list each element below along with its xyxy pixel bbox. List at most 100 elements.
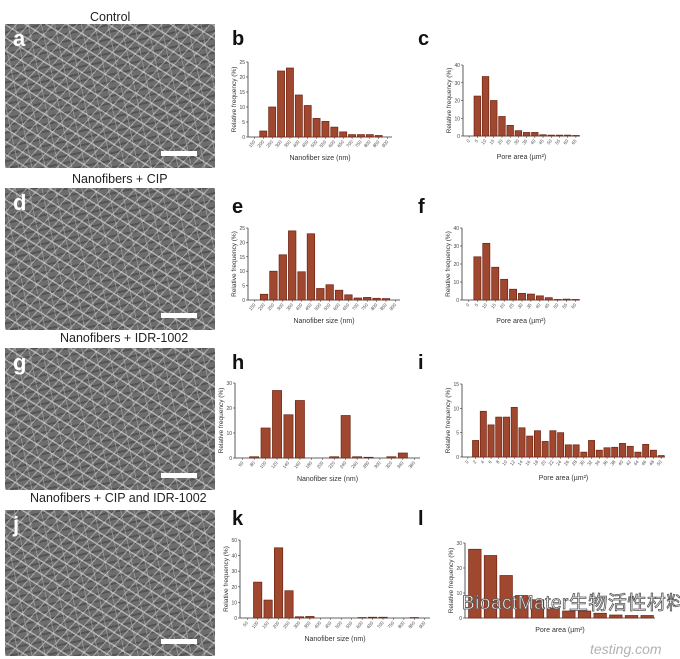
sem-image-cip-idr: j: [5, 510, 215, 656]
bar: [495, 416, 503, 458]
x-tick-label: 200: [257, 302, 266, 311]
x-tick-label: 100: [259, 460, 268, 469]
bar: [378, 616, 388, 619]
panel-letter-i: i: [418, 352, 424, 374]
bar: [316, 288, 325, 301]
y-tick-label: 30: [456, 541, 462, 547]
bar: [294, 616, 304, 619]
scale-bar: [161, 151, 197, 156]
bar: [297, 271, 306, 301]
y-axis-label: Relative frequency (%): [218, 388, 225, 454]
bar: [624, 615, 639, 619]
watermark-site: testing.com: [590, 641, 662, 657]
x-tick-label: 300: [276, 302, 285, 311]
x-tick-label: 300: [373, 460, 382, 469]
bar: [555, 134, 564, 137]
bar: [562, 298, 571, 301]
bar: [259, 293, 269, 301]
x-tick-label: 18: [532, 459, 539, 466]
x-tick-label: 850: [379, 302, 388, 311]
x-tick-label: 15: [488, 138, 495, 145]
bar: [626, 445, 634, 458]
bar: [288, 230, 297, 301]
bar: [657, 455, 665, 458]
bar: [472, 440, 480, 458]
panel-letter-c: c: [418, 28, 430, 50]
x-tick-label: 40: [617, 459, 624, 466]
panel-letter-h: h: [232, 352, 245, 374]
x-tick-label: 550: [345, 620, 354, 629]
x-tick-label: 5: [474, 138, 480, 144]
x-axis-label: Nanofiber size (nm): [293, 318, 354, 325]
x-tick-label: 150: [261, 620, 270, 629]
x-tick-label: 60: [562, 138, 569, 145]
x-tick-label: 50: [242, 620, 249, 627]
scale-bar: [161, 473, 197, 478]
y-tick-label: 20: [453, 262, 459, 268]
bar: [268, 106, 277, 138]
x-tick-label: 600: [332, 302, 341, 311]
bar: [518, 292, 526, 301]
x-tick-label: 800: [370, 302, 379, 311]
row-title-idr: Nanofibers + IDR-1002: [60, 331, 189, 345]
y-tick-label: 50: [231, 538, 237, 544]
x-tick-label: 20: [497, 138, 504, 145]
x-tick-label: 650: [366, 620, 375, 629]
x-tick-label: 220: [327, 460, 336, 469]
y-tick-label: 10: [231, 600, 237, 606]
bar: [553, 299, 562, 301]
y-tick-label: 10: [454, 116, 460, 122]
panel-letter-b: b: [232, 28, 245, 50]
y-tick-label: 0: [457, 134, 460, 140]
y-tick-label: 30: [231, 569, 237, 575]
bar: [473, 95, 481, 137]
bar: [303, 105, 312, 138]
y-tick-label: 5: [242, 120, 245, 126]
panel-letter: j: [13, 512, 20, 537]
bar: [277, 70, 285, 138]
x-tick-label: 180: [304, 460, 313, 469]
x-tick-label: 0: [465, 138, 471, 144]
x-tick-label: 120: [270, 460, 279, 469]
x-tick-label: 40: [535, 302, 542, 309]
x-tick-label: 750: [360, 302, 369, 311]
bar: [544, 297, 553, 301]
x-tick-label: 280: [362, 460, 371, 469]
bar: [286, 67, 294, 138]
row-title-cip: Nanofibers + CIP: [72, 172, 168, 186]
x-tick-label: 100: [251, 620, 260, 629]
x-tick-label: 46: [640, 459, 647, 466]
bar: [510, 407, 518, 458]
y-tick-label: 40: [231, 554, 237, 560]
y-axis-label: Relative frequency (%): [223, 546, 230, 612]
bar: [527, 293, 535, 301]
y-axis-label: Relative frequency (%): [448, 548, 455, 614]
x-tick-label: 2: [472, 459, 478, 465]
sem-image-control: a: [5, 24, 215, 168]
bar: [531, 132, 539, 137]
bar: [365, 134, 374, 138]
bar: [634, 451, 642, 458]
x-tick-label: 150: [248, 139, 257, 148]
bar: [340, 415, 351, 459]
bar: [595, 449, 603, 458]
bar: [363, 297, 372, 301]
x-tick-label: 600: [355, 620, 364, 629]
bar: [353, 297, 362, 301]
y-tick-label: 0: [229, 456, 232, 462]
x-tick-label: 650: [336, 139, 345, 148]
bar: [386, 456, 397, 459]
x-tick-label: 200: [316, 460, 325, 469]
x-tick-label: 150: [248, 302, 257, 311]
panel-letter: a: [13, 26, 26, 51]
bar: [283, 414, 294, 459]
x-tick-label: 10: [481, 302, 488, 309]
bar: [564, 444, 572, 458]
bar: [344, 294, 353, 301]
bar: [547, 134, 555, 137]
x-tick-label: 32: [586, 459, 593, 466]
y-tick-label: 20: [454, 99, 460, 105]
bar: [526, 435, 534, 458]
bar: [306, 233, 316, 301]
bar: [278, 254, 287, 301]
